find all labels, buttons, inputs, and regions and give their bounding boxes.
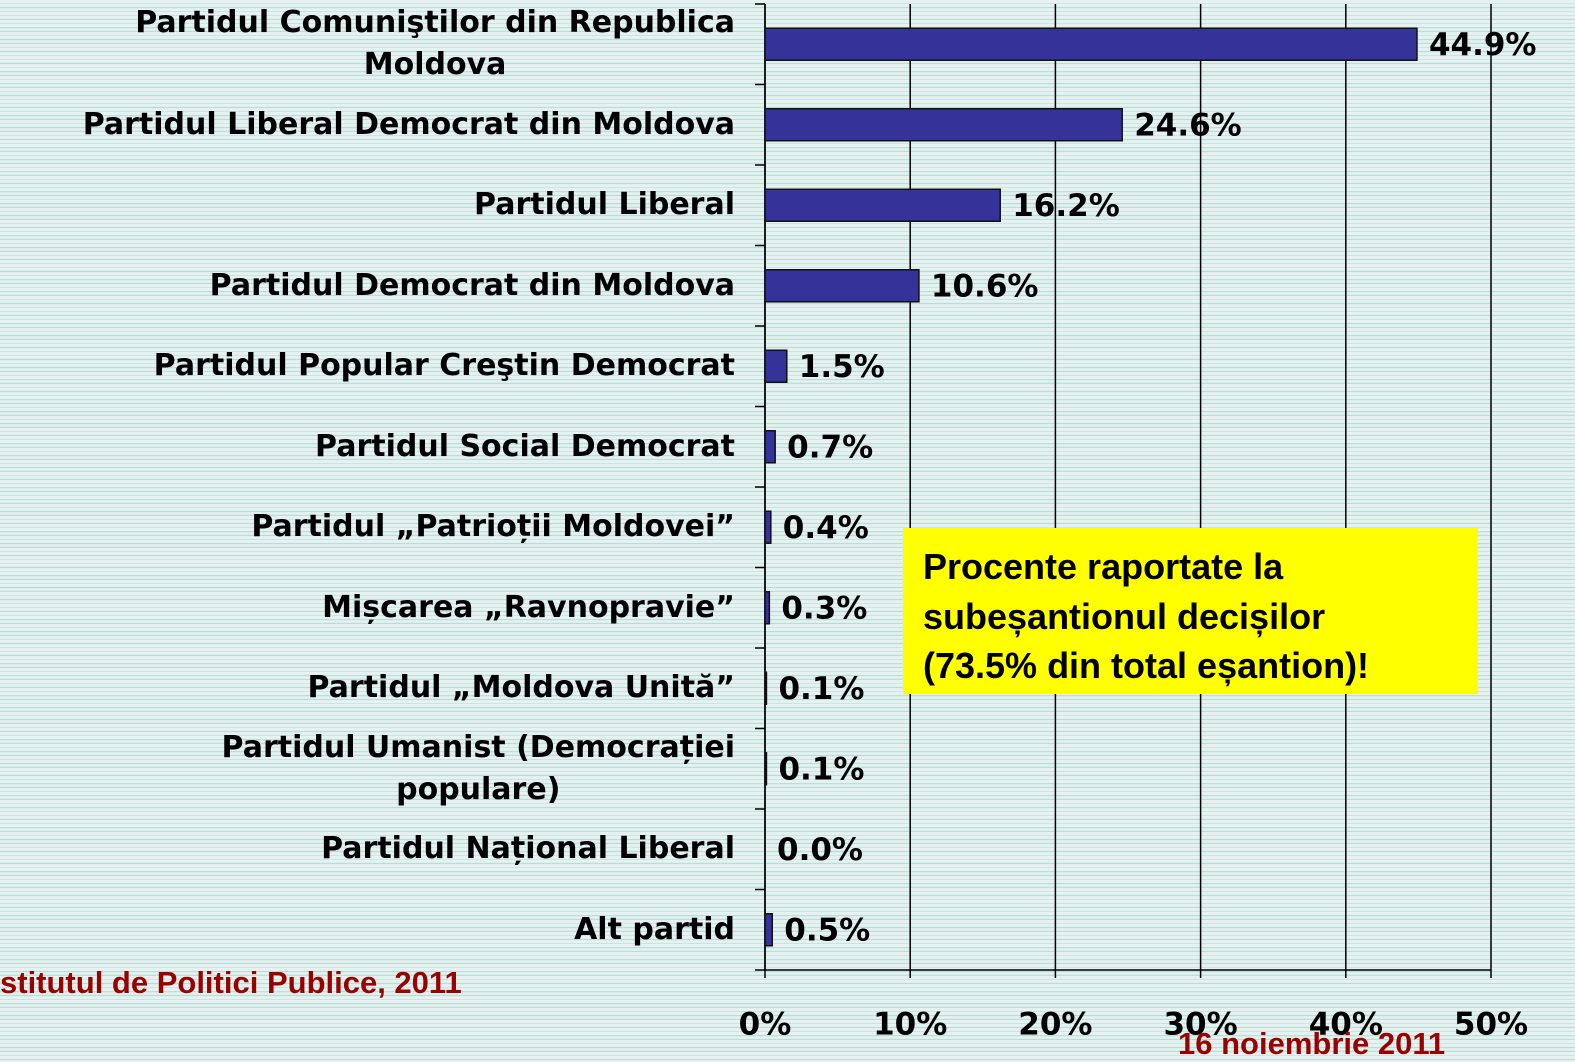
y-tick-label: Partidul „Patrioții Moldovei” [251,509,735,545]
bar [764,349,788,383]
y-tick-label: Partidul Democrat din Moldova [209,267,735,303]
y-tick-label: Partidul Umanist (Democrației populare) [221,729,735,807]
y-tick-label: Partidul Social Democrat [315,428,735,464]
bar [764,510,772,544]
y-tick-label: Alt partid [574,911,735,947]
bar [764,188,1001,222]
value-label: 0.1% [778,751,864,787]
bar [764,671,768,705]
y-tick-label: Partidul Popular Creştin Democrat [153,348,735,384]
bar [764,591,771,625]
annotation: Procente raportate la subeșantionul deci… [903,528,1478,694]
date: 16 noiembrie 2011 [1178,1026,1446,1061]
x-tick-label: 10% [873,1007,947,1043]
value-label: 44.9% [1429,27,1537,63]
bar [764,269,920,303]
value-label: 0.0% [777,832,863,868]
bar [764,430,776,464]
value-label: 0.3% [781,590,867,626]
x-tick-label: 0% [739,1007,792,1043]
value-label: 0.5% [784,912,870,948]
x-tick-label: 30% [1163,1007,1237,1043]
source: stitutul de Politici Publice, 2011 [0,965,462,1000]
bar [764,27,1418,61]
y-tick-label: Partidul Liberal Democrat din Moldova [82,106,735,142]
y-tick-label: Mișcarea „Ravnopravie” [322,589,735,625]
value-label: 0.1% [778,671,864,707]
y-tick-label: Partidul „Moldova Unită” [307,670,736,706]
bar [764,913,774,947]
value-label: 16.2% [1012,188,1120,224]
x-tick-label: 50% [1454,1007,1528,1043]
value-label: 24.6% [1134,107,1242,143]
bar [764,752,768,786]
y-tick-label: Partidul Liberal [474,187,735,223]
bar [764,108,1123,142]
value-label: 0.7% [787,429,873,465]
x-tick-label: 20% [1018,1007,1092,1043]
value-label: 10.6% [931,268,1039,304]
x-tick-label: 40% [1309,1007,1383,1043]
y-tick-label: Partidul Comuniştilor din Republica Mold… [135,5,735,83]
value-label: 0.4% [783,510,869,546]
y-tick-label: Partidul Național Liberal [321,831,735,867]
value-label: 1.5% [799,349,885,385]
